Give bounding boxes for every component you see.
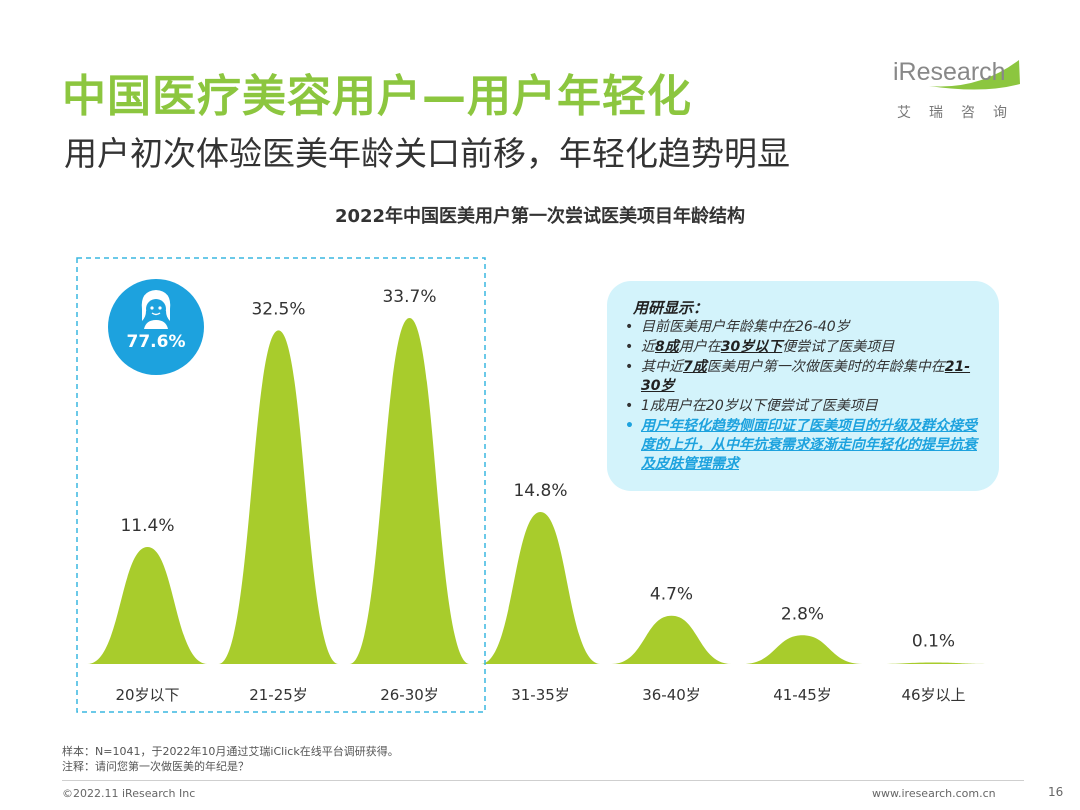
category-label-5: 36-40岁 xyxy=(642,686,701,704)
question-note: 注释：请问您第一次做医美的年纪是？ xyxy=(62,760,249,773)
value-label-4: 14.8% xyxy=(513,481,567,501)
value-label-7: 0.1% xyxy=(912,632,955,652)
page-title: 中国医疗美容用户—用户年轻化 xyxy=(62,71,692,122)
footer-website[interactable]: www.iresearch.com.cn xyxy=(872,787,996,800)
callout-item-4: 1成用户在20岁以下便尝试了医美项目 xyxy=(623,397,983,416)
chart-title: 2022年中国医美用户第一次尝试医美项目年龄结构 xyxy=(334,206,746,227)
page-number: 16 xyxy=(1048,785,1064,799)
peak-5 xyxy=(611,615,732,664)
badge-value: 77.6% xyxy=(126,332,186,352)
callout-list: 目前医美用户年龄集中在26-40岁近8成用户在30岁以下便尝试了医美项目其中近7… xyxy=(623,318,983,475)
category-label-7: 46岁以上 xyxy=(901,686,965,704)
logo-word: iResearch xyxy=(893,58,1006,86)
peak-2 xyxy=(218,330,339,664)
peak-3 xyxy=(349,318,470,664)
percentage-badge: 77.6% xyxy=(108,279,204,375)
peak-4 xyxy=(480,512,601,664)
callout-item-5: 用户年轻化趋势侧面印证了医美项目的升级及群众接受度的上升，从中年抗衰需求逐渐走向… xyxy=(623,417,983,474)
research-callout: 用研显示： 目前医美用户年龄集中在26-40岁近8成用户在30岁以下便尝试了医美… xyxy=(607,281,999,491)
logo-swoosh-icon xyxy=(929,60,1020,90)
footer-copyright: ©2022.11 iResearch Inc xyxy=(62,787,196,800)
page-subtitle: 用户初次体验医美年龄关口前移，年轻化趋势明显 xyxy=(64,134,790,173)
value-label-1: 11.4% xyxy=(120,516,174,536)
value-label-6: 2.8% xyxy=(781,604,824,624)
callout-item-2: 近8成用户在30岁以下便尝试了医美项目 xyxy=(623,338,983,357)
category-label-6: 41-45岁 xyxy=(773,686,832,704)
category-label-1: 20岁以下 xyxy=(115,686,179,704)
peak-7 xyxy=(873,662,994,664)
callout-item-3: 其中近7成医美用户第一次做医美时的年龄集中在21-30岁 xyxy=(623,358,983,396)
sample-note: 样本：N=1041，于2022年10月通过艾瑞iClick在线平台调研获得。 xyxy=(62,745,399,758)
value-label-5: 4.7% xyxy=(650,585,693,605)
logo-cn: 艾瑞咨询 xyxy=(897,105,1025,121)
callout-heading: 用研显示： xyxy=(633,299,709,317)
category-label-2: 21-25岁 xyxy=(249,686,308,704)
peak-1 xyxy=(87,546,208,664)
iresearch-logo: iResearch 艾瑞咨询 xyxy=(893,58,1028,128)
peak-6 xyxy=(742,635,863,664)
highlight-box xyxy=(76,257,486,713)
chart-category-labels: 20岁以下 21-25岁 26-30岁 31-35岁 36-40岁 41-45岁 46岁以上 xyxy=(115,686,965,704)
footer-divider xyxy=(62,780,1024,781)
category-label-3: 26-30岁 xyxy=(380,686,439,704)
value-label-3: 33.7% xyxy=(382,287,436,307)
callout-item-1: 目前医美用户年龄集中在26-40岁 xyxy=(623,318,983,337)
chart-peaks xyxy=(87,318,994,664)
category-label-4: 31-35岁 xyxy=(511,686,570,704)
value-label-2: 32.5% xyxy=(251,299,305,319)
user-face-icon xyxy=(141,290,171,329)
chart-value-labels: 11.4% 32.5% 33.7% 14.8% 4.7% 2.8% 0.1% xyxy=(120,287,955,652)
